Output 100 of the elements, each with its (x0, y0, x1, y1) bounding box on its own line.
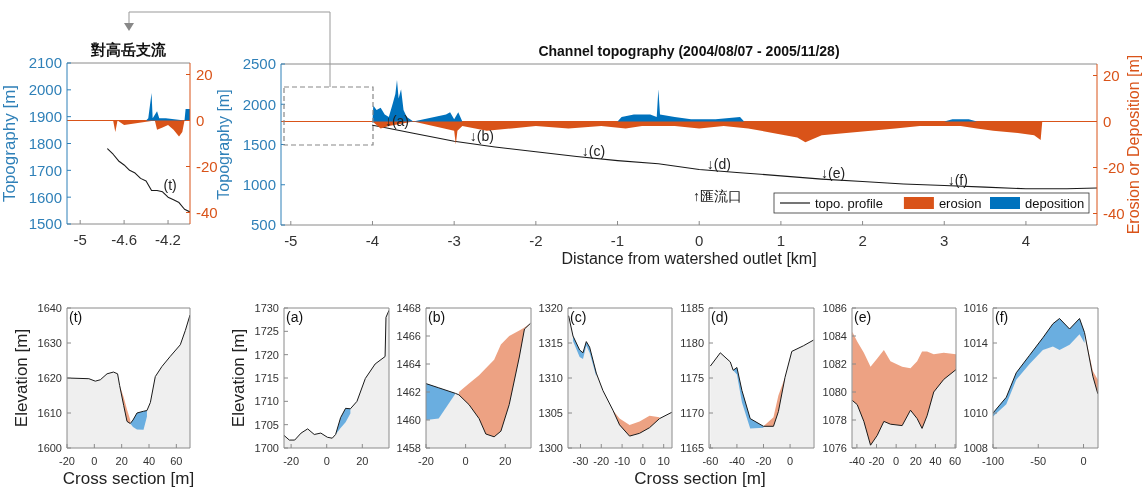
x-tick-label: 40 (142, 455, 156, 467)
y-tick-label: 2000 (28, 81, 62, 99)
x-tick-label: -20 (593, 455, 610, 467)
y-tick-label: 2500 (242, 55, 276, 73)
legend-label: topo. profile (815, 195, 883, 211)
x-tick-label: 20 (115, 455, 128, 467)
x-tick-label: -20 (283, 455, 300, 467)
y-tick-label: 1610 (37, 406, 62, 419)
y-tick-label: 1086 (822, 301, 847, 314)
y-tick-label: 1458 (396, 441, 421, 454)
y-tick-label: 1730 (254, 301, 279, 314)
y-tick-label: 1720 (254, 348, 279, 361)
y-tick-label: 1300 (538, 441, 563, 454)
y2-tick-label: 0 (1103, 112, 1112, 130)
x-axis-title: Cross section [m] (62, 469, 195, 488)
x-tick-label: -40 (848, 455, 865, 467)
y-tick-label: 1500 (242, 135, 276, 153)
y-tick-label: 1700 (254, 441, 279, 454)
x-tick-label: -30 (572, 455, 589, 467)
y-tick-label: 1078 (822, 413, 847, 426)
x-tick-label: 0 (893, 455, 900, 467)
y-tick-label: 1640 (37, 301, 62, 314)
x-tick-label: -4 (365, 232, 380, 249)
x-tick-label: 2 (858, 232, 867, 249)
x-tick-label: -4.6 (111, 231, 138, 248)
x-tick-label: -2 (529, 232, 543, 249)
x-tick-label: 20 (499, 455, 512, 467)
y-tick-label: 1180 (680, 336, 704, 349)
annotation: (t) (69, 309, 83, 325)
x-tick-label: -50 (1030, 455, 1047, 467)
y2-tick-label: -20 (1103, 158, 1125, 176)
annotation: ↓(d) (706, 156, 731, 173)
x-tick-label: 60 (170, 455, 183, 467)
x-tick-label: 0 (787, 455, 794, 467)
y2-tick-label: 20 (196, 65, 213, 83)
y-tick-label: 500 (250, 216, 276, 234)
y2-tick-label: -40 (196, 203, 218, 221)
x-tick-label: 20 (909, 455, 922, 467)
x-tick-label: 3 (940, 232, 949, 249)
annotation: (f) (995, 309, 1009, 325)
y-tick-label: 1076 (822, 441, 847, 454)
y-tick-label: 1175 (680, 371, 704, 384)
y-tick-label: 1082 (822, 357, 847, 370)
y-tick-label: 1008 (963, 441, 988, 454)
x-tick-label: -3 (447, 232, 461, 249)
annotation: (t) (163, 177, 177, 194)
x-tick-label: -5 (284, 232, 298, 249)
y-tick-label: 1084 (822, 329, 847, 342)
x-tick-label: 60 (948, 455, 962, 467)
y-tick-label: 1620 (37, 371, 62, 384)
y2-tick-label: 0 (196, 111, 205, 129)
x-axis-title: Distance from watershed outlet [km] (561, 250, 817, 267)
y2-tick-label: 20 (1103, 66, 1120, 84)
x-tick-label: 0 (462, 455, 469, 467)
y-tick-label: 1800 (28, 134, 62, 152)
x-tick-label: 0 (323, 455, 330, 467)
y-axis-title: Elevation [m] (12, 328, 31, 428)
x-tick-label: -20 (755, 455, 772, 467)
x-tick-label: 0 (639, 455, 646, 467)
x-tick-label: -20 (59, 455, 75, 467)
x-tick-label: 0 (91, 455, 98, 467)
x-tick-label: -60 (702, 455, 719, 467)
y2-tick-label: -40 (1103, 204, 1125, 222)
y-tick-label: 1185 (680, 301, 704, 314)
x-tick-label: -1 (610, 232, 625, 249)
x-tick-label: -4.2 (155, 231, 181, 248)
annotation: ↓(a) (384, 112, 410, 129)
annotation: (c) (570, 309, 587, 325)
x-tick-label: 0 (695, 232, 704, 249)
y-tick-label: 1165 (680, 441, 704, 454)
annotation: (e) (854, 309, 872, 325)
legend-label: deposition (1025, 195, 1085, 211)
annotation: (d) (711, 309, 729, 325)
y-axis-title: Elevation [m] (229, 328, 248, 428)
y-axis-title: Topography [m] (0, 84, 19, 203)
y-tick-label: 1000 (242, 176, 276, 194)
annotation: ↓(c) (581, 142, 606, 159)
y-tick-label: 1700 (28, 161, 62, 179)
annotation: ↓(e) (821, 165, 846, 182)
annotation: ↓(b) (469, 128, 494, 145)
y-tick-label: 1466 (396, 329, 421, 342)
annotation: (b) (428, 309, 446, 325)
y-tick-label: 1016 (963, 301, 988, 314)
y-tick-label: 1010 (963, 406, 988, 419)
y-tick-label: 1014 (963, 336, 988, 349)
y-tick-label: 1900 (28, 108, 62, 126)
y-tick-label: 1170 (680, 406, 704, 419)
y-tick-label: 1600 (37, 441, 62, 454)
x-tick-label: -100 (981, 455, 1005, 467)
y-tick-label: 1600 (28, 188, 62, 206)
y-tick-label: 1630 (37, 336, 62, 349)
legend-label: erosion (938, 195, 982, 211)
x-tick-label: -40 (728, 455, 745, 467)
y-tick-label: 1315 (538, 336, 563, 349)
y-tick-label: 1460 (396, 413, 421, 426)
x-tick-label: 10 (657, 455, 670, 467)
y-tick-label: 1012 (963, 371, 988, 384)
x-tick-label: 1 (776, 232, 786, 249)
x-tick-label: 4 (1021, 232, 1031, 249)
x-tick-label: -5 (73, 231, 87, 248)
